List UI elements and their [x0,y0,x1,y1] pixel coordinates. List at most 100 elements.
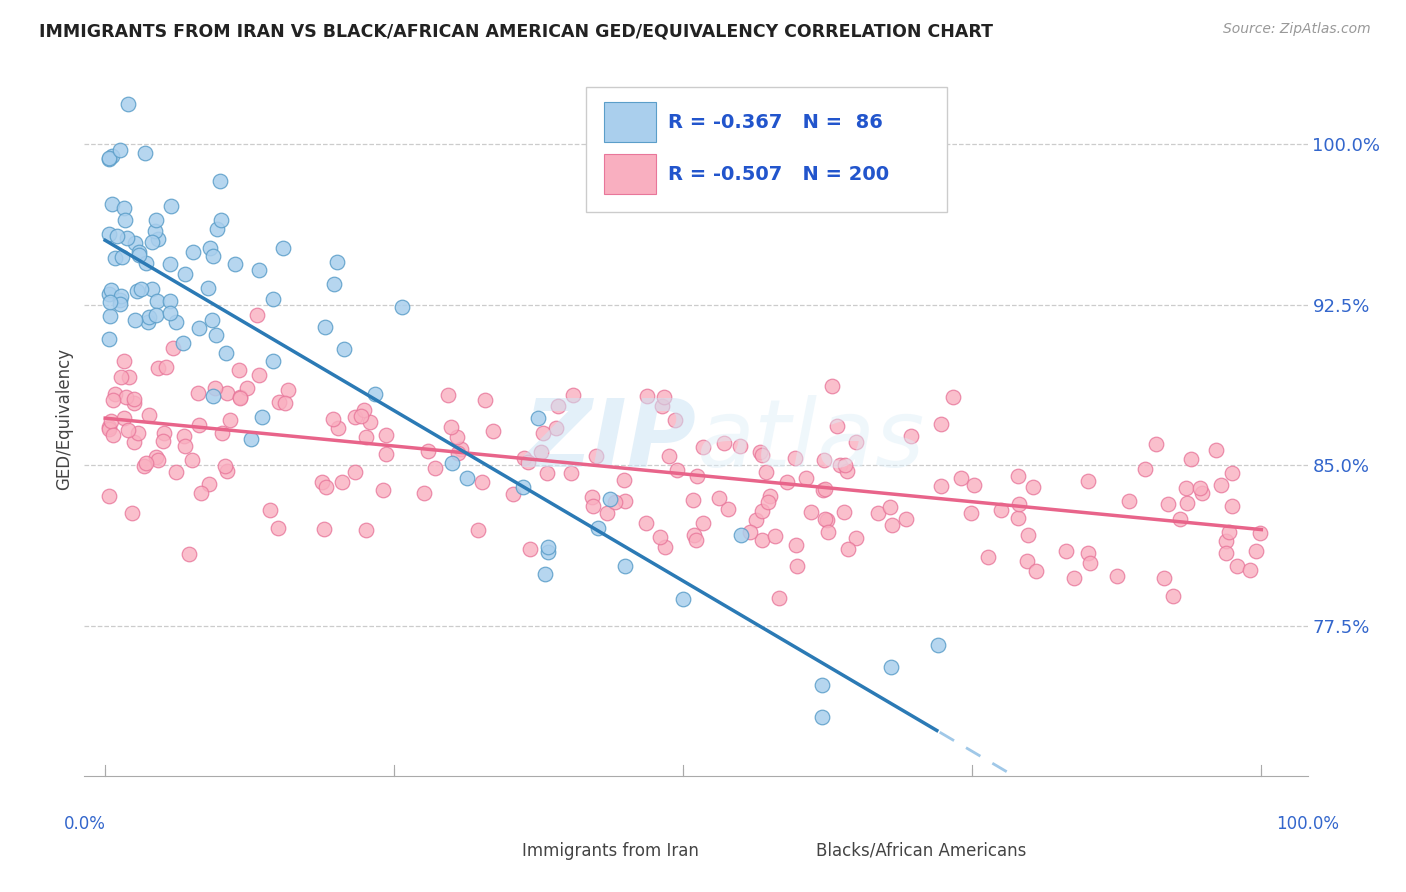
Point [413,486,436,500]
Point [354,523,377,537]
Point [471,475,494,489]
Point [418,444,440,458]
Point [124,236,146,251]
Point [128,248,150,262]
FancyBboxPatch shape [605,154,655,194]
Point [152,434,174,448]
Point [588,521,610,535]
Point [516,455,538,469]
Point [560,466,582,480]
Point [153,425,176,440]
Point [311,475,333,490]
Point [963,478,986,492]
Point [976,550,998,565]
Text: Source: ZipAtlas.com: Source: ZipAtlas.com [1223,22,1371,37]
Point [97,489,120,503]
Point [880,660,903,674]
Point [1144,437,1167,451]
Point [1175,482,1198,496]
Point [740,524,762,539]
Point [371,483,394,497]
Point [312,522,335,536]
Point [845,435,868,450]
Point [165,465,187,479]
Point [1246,544,1268,558]
Point [224,256,246,270]
Point [132,458,155,473]
Point [112,354,135,368]
Point [247,368,270,383]
Point [599,491,621,506]
Point [136,315,159,329]
Point [456,471,478,485]
Point [927,638,949,652]
Point [356,430,378,444]
Point [117,423,139,437]
Point [219,413,242,427]
Point [1118,493,1140,508]
Point [350,409,373,424]
Point [101,393,124,408]
Point [146,360,169,375]
Y-axis label: GED/Equivalency: GED/Equivalency [55,348,73,491]
Point [134,145,156,160]
Point [277,383,299,397]
Point [211,426,233,441]
Point [531,425,554,440]
Point [262,354,284,368]
Point [1175,496,1198,510]
Point [502,487,524,501]
Point [204,380,226,394]
Point [929,417,952,432]
Point [97,227,120,242]
Text: IMMIGRANTS FROM IRAN VS BLACK/AFRICAN AMERICAN GED/EQUIVALENCY CORRELATION CHART: IMMIGRANTS FROM IRAN VS BLACK/AFRICAN AM… [39,22,994,40]
Point [794,471,817,485]
Point [205,221,228,235]
Point [786,559,808,574]
Point [447,446,470,460]
Point [949,471,972,485]
Point [145,308,167,322]
Point [845,531,868,545]
Point [177,547,200,561]
Point [692,440,714,454]
Point [112,411,135,425]
Point [512,480,534,494]
Point [110,288,132,302]
Point [135,456,157,470]
Point [1205,443,1227,458]
Point [148,232,170,246]
Point [104,251,127,265]
Point [1191,486,1213,500]
Point [262,292,284,306]
Point [344,465,367,479]
Point [391,300,413,314]
Point [267,520,290,534]
Point [115,391,138,405]
Point [229,391,252,405]
Point [187,385,209,400]
Text: atlas: atlas [696,395,924,486]
Point [745,513,768,527]
Point [1218,524,1240,539]
Point [124,312,146,326]
Point [682,528,704,542]
Point [162,341,184,355]
FancyBboxPatch shape [586,87,946,212]
Point [751,533,773,548]
Point [665,463,688,477]
Point [101,427,124,442]
Point [110,370,132,384]
Point [1008,496,1031,510]
Point [314,320,336,334]
Point [215,345,238,359]
Point [513,451,536,466]
Point [1063,571,1085,585]
Point [519,541,541,556]
Point [827,419,849,434]
Point [145,213,167,227]
FancyBboxPatch shape [474,835,515,867]
Point [105,228,128,243]
Point [155,360,177,375]
Point [682,492,704,507]
